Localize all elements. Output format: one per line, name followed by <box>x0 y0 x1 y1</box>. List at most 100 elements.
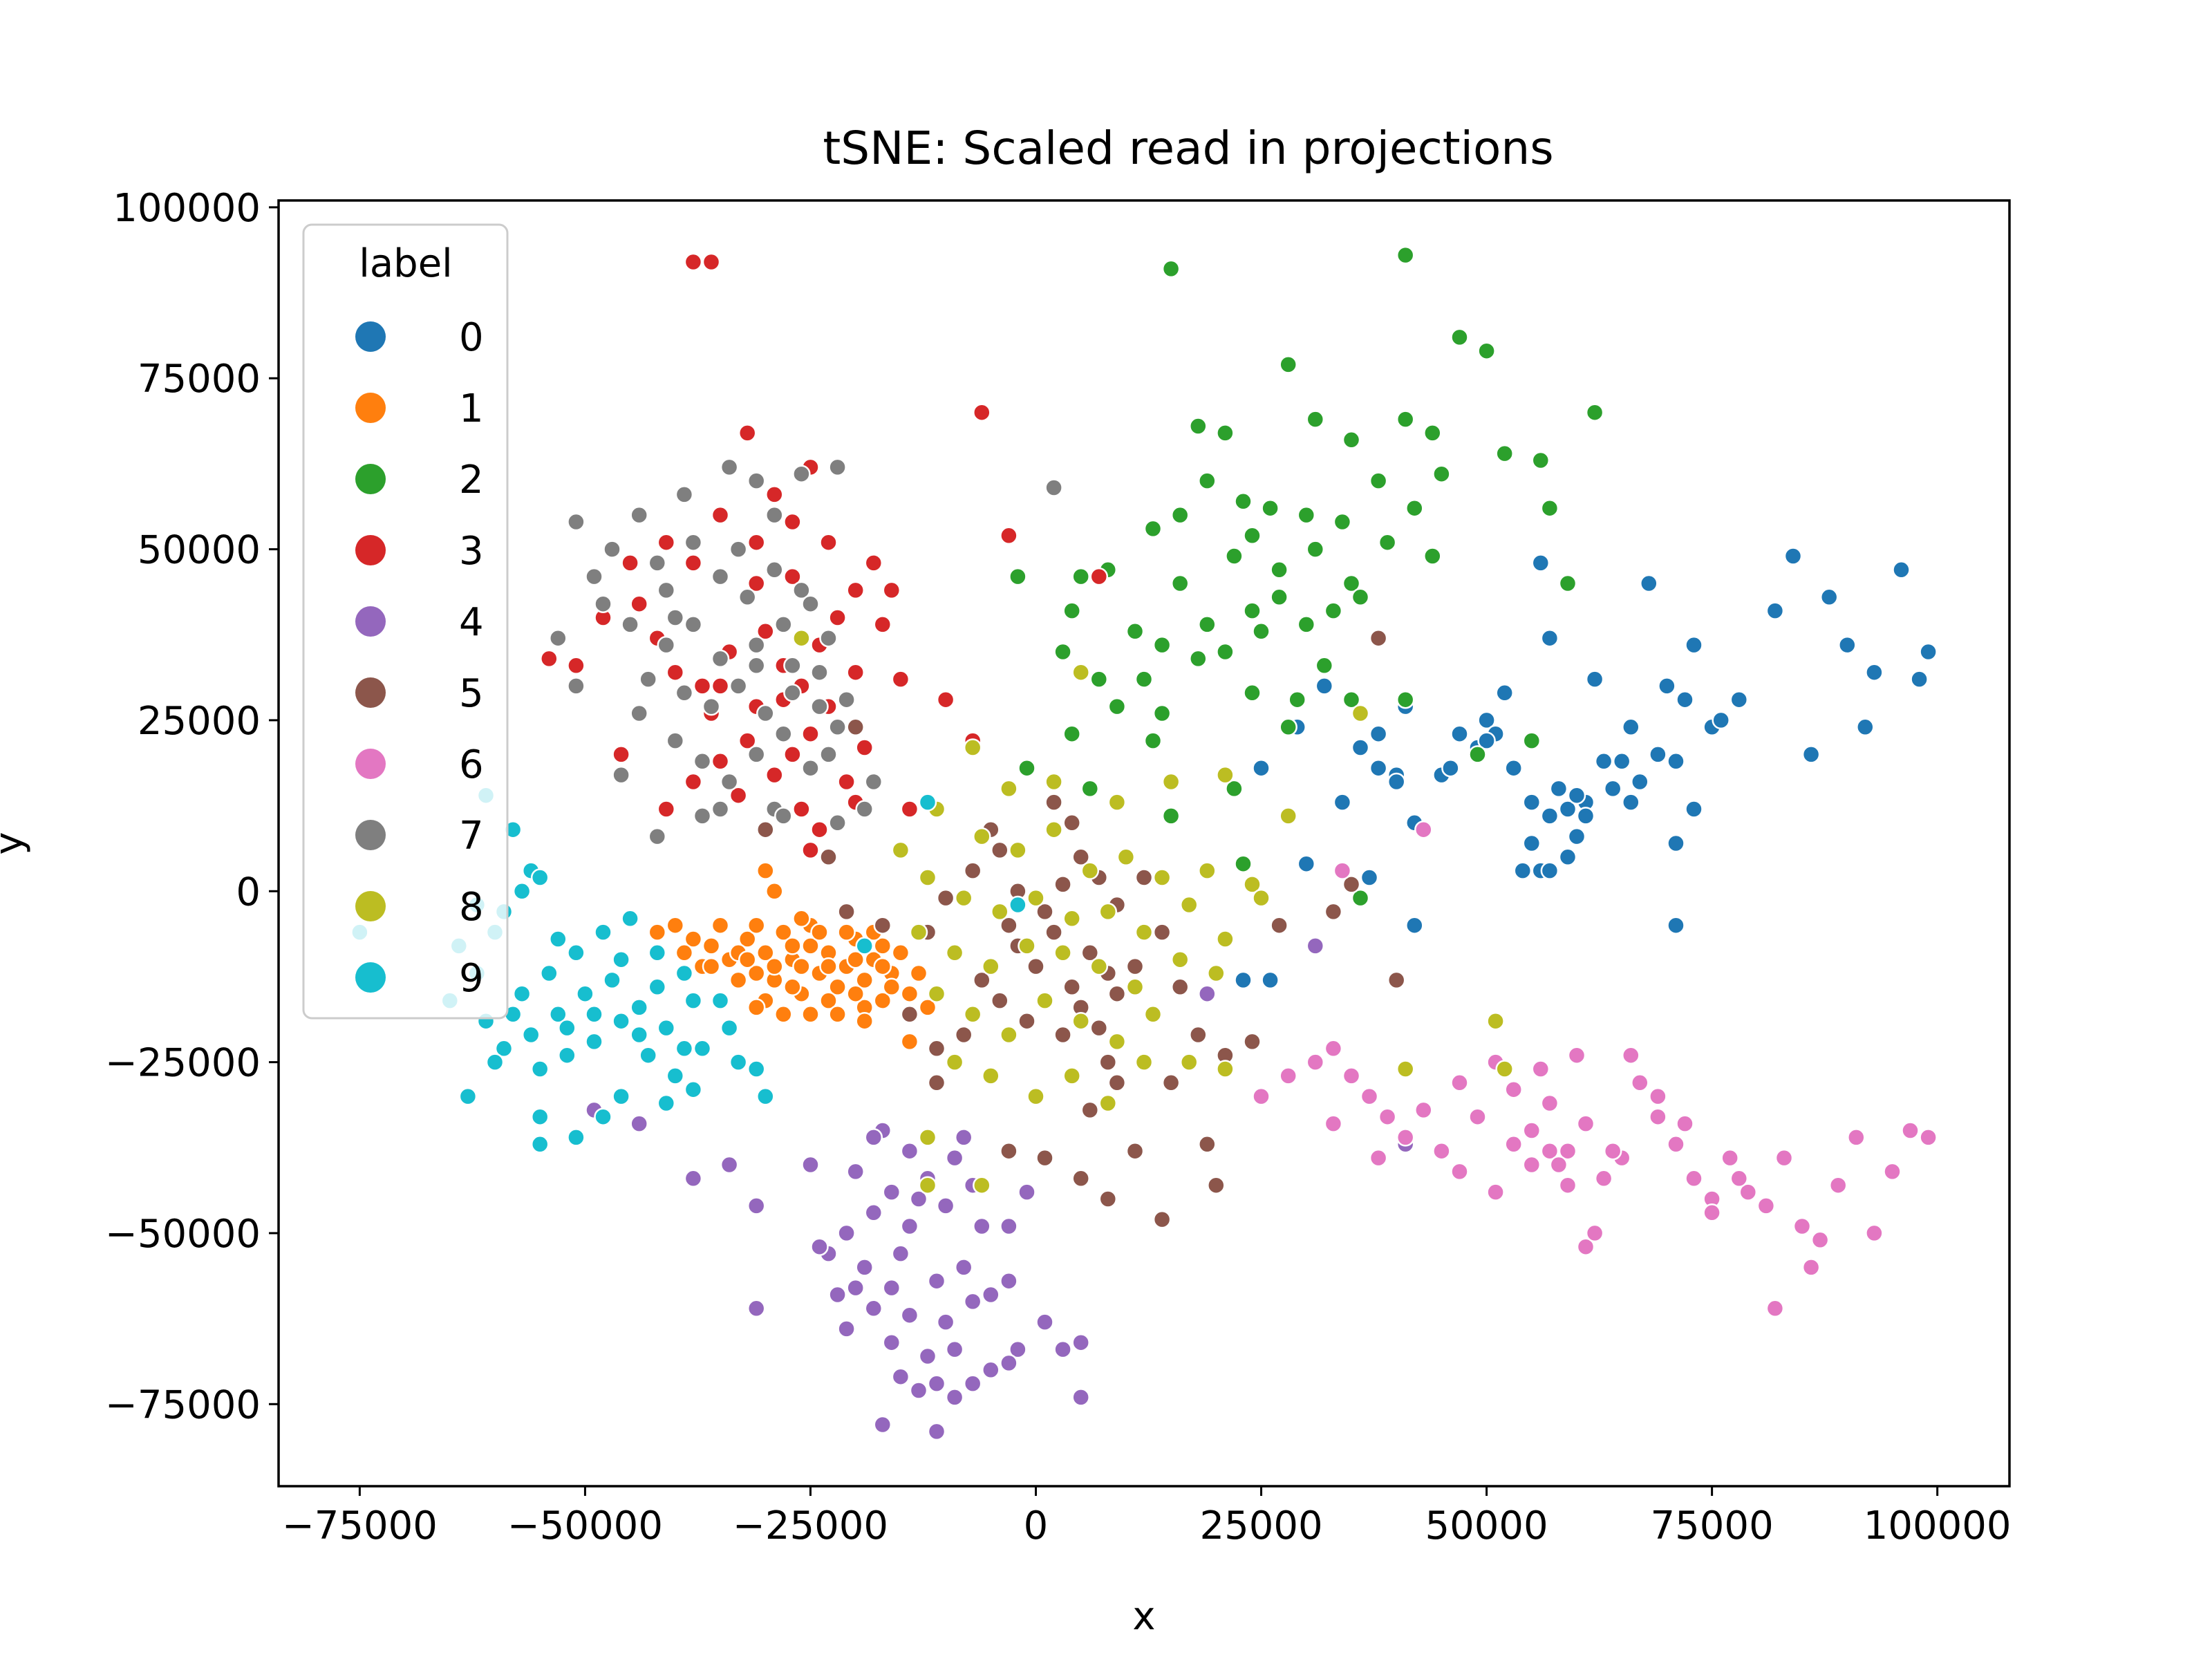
data-point <box>846 984 865 1003</box>
data-point <box>1035 1148 1054 1168</box>
data-point <box>1143 519 1163 538</box>
data-point <box>828 1285 847 1304</box>
data-point <box>1649 1087 1667 1106</box>
data-point <box>1000 1025 1018 1044</box>
data-point <box>1080 779 1100 798</box>
x-axis-ticks: −75000 −50000 −25000 0 25000 50000 75000 100000 <box>282 1486 2012 1548</box>
data-point <box>1306 937 1325 955</box>
data-point <box>900 1217 919 1236</box>
data-point <box>918 1128 937 1147</box>
data-point <box>792 628 811 648</box>
legend-label: 1 <box>459 386 484 431</box>
data-point <box>657 800 676 818</box>
data-point <box>1883 1162 1902 1181</box>
data-point <box>1053 875 1072 894</box>
data-point <box>1450 1074 1469 1092</box>
data-point <box>1234 971 1253 990</box>
data-point <box>918 998 937 1017</box>
data-point <box>702 937 721 955</box>
data-point <box>828 608 847 627</box>
data-point <box>1216 930 1235 948</box>
data-point <box>1396 690 1415 709</box>
data-point <box>1107 697 1127 716</box>
data-point <box>1071 567 1090 586</box>
data-point <box>1044 772 1063 791</box>
data-point <box>720 772 739 791</box>
data-point <box>1134 923 1154 941</box>
data-point <box>1594 1169 1613 1188</box>
data-point <box>729 786 748 805</box>
data-point <box>1522 1155 1541 1174</box>
data-point <box>855 1258 874 1277</box>
data-point <box>1089 1018 1109 1038</box>
legend-marker <box>355 962 386 993</box>
x-axis-label: x <box>1132 1594 1155 1639</box>
legend-label: 6 <box>459 742 484 787</box>
data-point <box>1810 1230 1830 1250</box>
data-point <box>1351 588 1370 607</box>
data-point <box>1243 684 1262 702</box>
data-point <box>1901 1121 1920 1140</box>
data-point <box>1549 1155 1568 1174</box>
data-point <box>1125 622 1145 641</box>
data-point <box>1179 1053 1199 1071</box>
data-point <box>828 458 847 477</box>
data-point <box>1892 561 1911 579</box>
data-point <box>1622 718 1640 737</box>
data-point <box>1676 690 1694 709</box>
data-point <box>1531 1060 1550 1078</box>
data-point <box>684 533 703 552</box>
data-point <box>909 964 928 983</box>
data-point <box>1306 1053 1325 1071</box>
data-point <box>765 561 784 579</box>
data-point <box>891 1367 910 1386</box>
data-point <box>639 1046 657 1065</box>
data-point <box>1297 615 1316 634</box>
x-tick-label: 25000 <box>1199 1503 1322 1548</box>
data-point <box>801 724 820 743</box>
data-point <box>909 1381 928 1400</box>
data-point <box>1486 1011 1505 1031</box>
data-point <box>1252 888 1271 908</box>
data-point <box>792 957 811 976</box>
data-point <box>1333 512 1352 532</box>
data-point <box>1216 1060 1235 1078</box>
data-point <box>1351 704 1370 723</box>
data-point <box>1396 1128 1415 1147</box>
data-point <box>864 1299 883 1318</box>
data-point <box>1270 561 1288 579</box>
data-point <box>1774 1148 1794 1168</box>
data-point <box>973 827 991 846</box>
data-point <box>1071 1169 1090 1188</box>
data-point <box>1585 403 1604 422</box>
data-point <box>1603 1141 1622 1161</box>
data-point <box>1252 758 1271 778</box>
data-point <box>738 731 757 750</box>
data-point <box>765 957 784 976</box>
data-point <box>1847 1128 1866 1147</box>
legend-marker <box>355 606 386 637</box>
data-point <box>855 937 874 955</box>
data-point <box>494 1039 514 1058</box>
data-point <box>1125 957 1145 976</box>
data-point <box>1234 854 1253 873</box>
data-point <box>684 554 703 572</box>
data-point <box>1198 471 1217 490</box>
data-point <box>855 971 874 990</box>
data-point <box>702 957 721 976</box>
data-point <box>1540 1141 1559 1161</box>
data-point <box>1612 752 1631 771</box>
data-point <box>1333 861 1352 880</box>
data-point <box>1919 642 1938 662</box>
data-point <box>982 957 1000 976</box>
data-point <box>1387 971 1406 990</box>
data-point <box>837 1224 856 1243</box>
data-point <box>1522 1121 1541 1140</box>
data-point <box>693 807 712 825</box>
data-point <box>792 581 811 600</box>
data-point <box>882 581 901 600</box>
data-point <box>612 950 630 969</box>
data-point <box>1721 1148 1739 1168</box>
data-point <box>1044 820 1063 839</box>
